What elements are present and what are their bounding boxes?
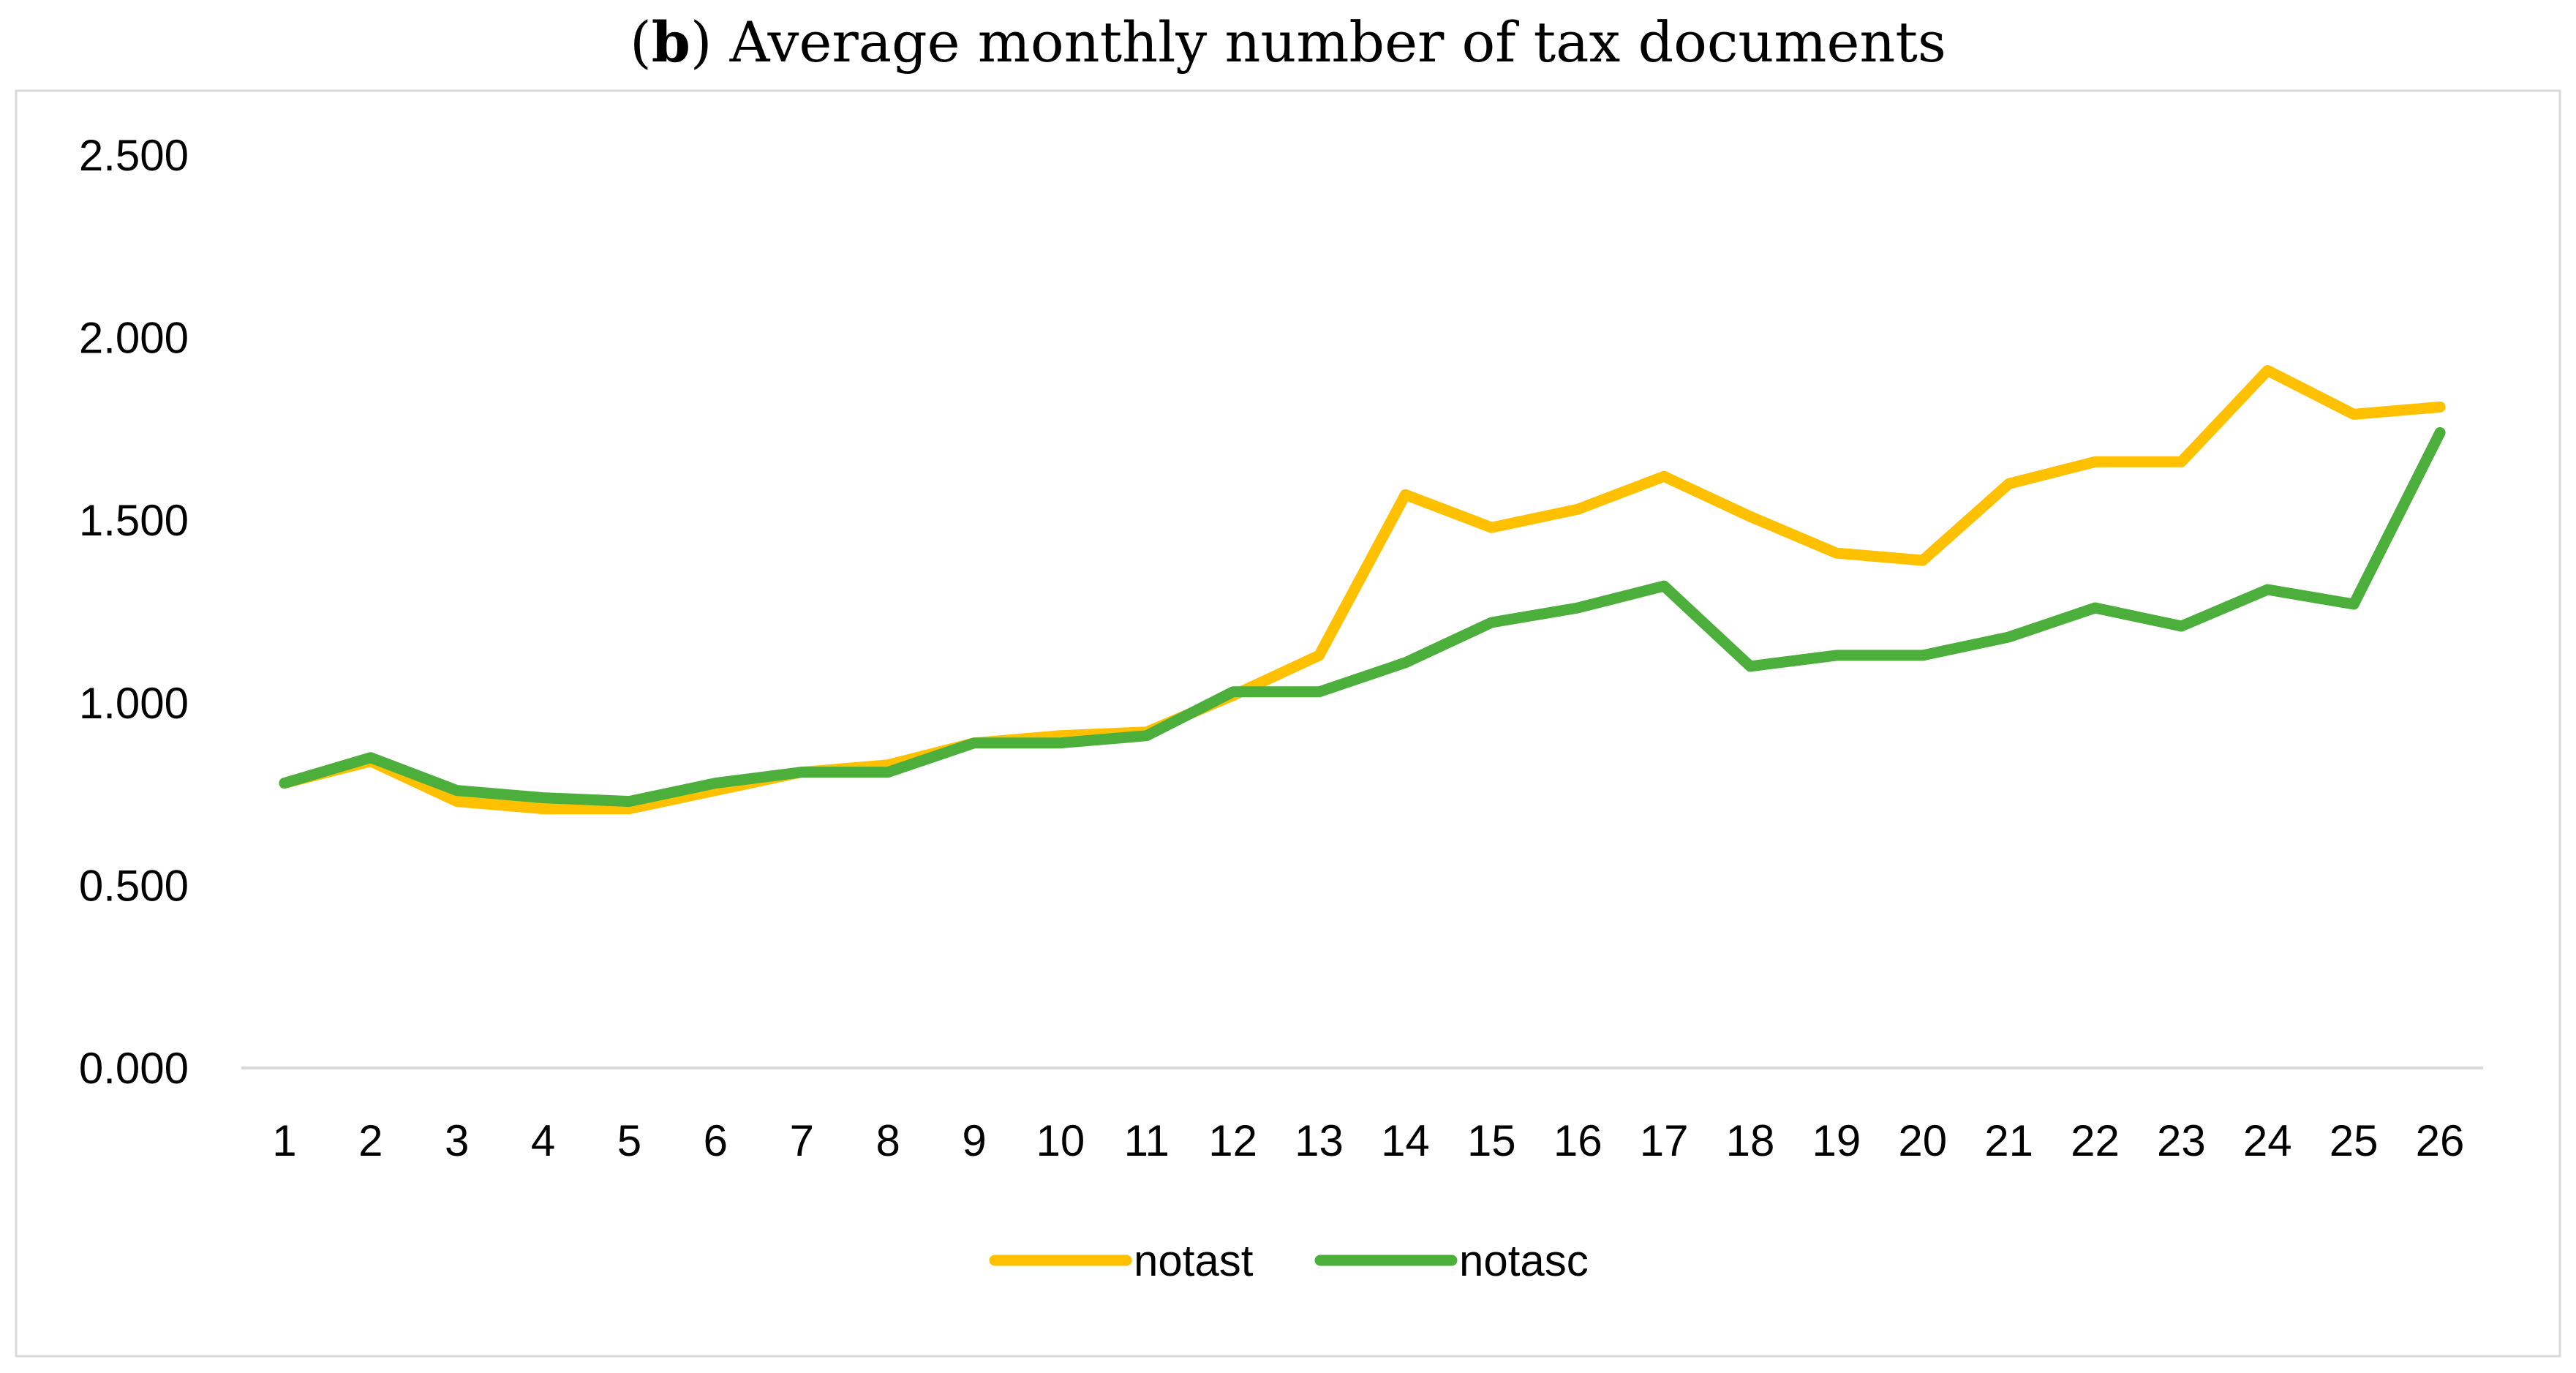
x-tick-labels: 1 2 3 4 5 6 7 8 9 10 11 12 13 14 15 16 17 18 19 20 21 22 23 24 2… <box>272 1116 2464 1165</box>
chart-frame <box>15 89 2561 1358</box>
title-panel-letter: b <box>651 10 690 75</box>
y-tick-label: 2.500 <box>79 131 189 180</box>
y-tick-label: 2.000 <box>79 314 189 363</box>
x-tick-label: 24 <box>2243 1116 2292 1165</box>
x-tick-label: 14 <box>1381 1116 1430 1165</box>
y-tick-labels: 0.000 0.500 1.000 1.500 2.000 2.500 <box>79 131 189 1093</box>
x-tick-label: 23 <box>2157 1116 2206 1165</box>
x-tick-label: 25 <box>2330 1116 2379 1165</box>
x-tick-label: 12 <box>1208 1116 1257 1165</box>
x-tick-label: 15 <box>1467 1116 1516 1165</box>
title-prefix: ( <box>630 10 652 75</box>
y-tick-label: 0.500 <box>79 861 189 910</box>
x-tick-label: 13 <box>1295 1116 1344 1165</box>
x-tick-label: 11 <box>1124 1116 1170 1165</box>
x-tick-label: 26 <box>2416 1116 2465 1165</box>
y-tick-label: 0.000 <box>79 1044 189 1093</box>
y-tick-label: 1.500 <box>79 496 189 545</box>
x-tick-label: 6 <box>704 1116 728 1165</box>
y-tick-label: 1.000 <box>79 679 189 728</box>
chart-title: (b) Average monthly number of tax docume… <box>0 6 2576 79</box>
x-tick-label: 19 <box>1812 1116 1861 1165</box>
x-tick-label: 8 <box>875 1116 900 1165</box>
x-tick-label: 5 <box>617 1116 641 1165</box>
x-tick-label: 17 <box>1640 1116 1689 1165</box>
x-tick-label: 3 <box>445 1116 469 1165</box>
series-line-notasc <box>279 426 2446 808</box>
legend-label-notasc: notasc <box>1459 1236 1589 1285</box>
x-tick-label: 22 <box>2071 1116 2120 1165</box>
x-tick-label: 21 <box>1984 1116 2033 1165</box>
x-tick-label: 7 <box>790 1116 814 1165</box>
series-lines <box>279 365 2446 815</box>
x-tick-label: 10 <box>1036 1116 1085 1165</box>
x-tick-label: 2 <box>358 1116 383 1165</box>
title-text: ) Average monthly number of tax document… <box>690 10 1946 75</box>
x-tick-label: 4 <box>531 1116 555 1165</box>
x-tick-label: 1 <box>272 1116 296 1165</box>
x-tick-label: 20 <box>1898 1116 1947 1165</box>
x-tick-label: 18 <box>1726 1116 1775 1165</box>
legend: notast notasc <box>989 1236 1589 1285</box>
x-tick-label: 9 <box>962 1116 986 1165</box>
x-tick-label: 16 <box>1553 1116 1603 1165</box>
series-line-notast <box>279 365 2446 815</box>
legend-label-notast: notast <box>1134 1236 1254 1285</box>
